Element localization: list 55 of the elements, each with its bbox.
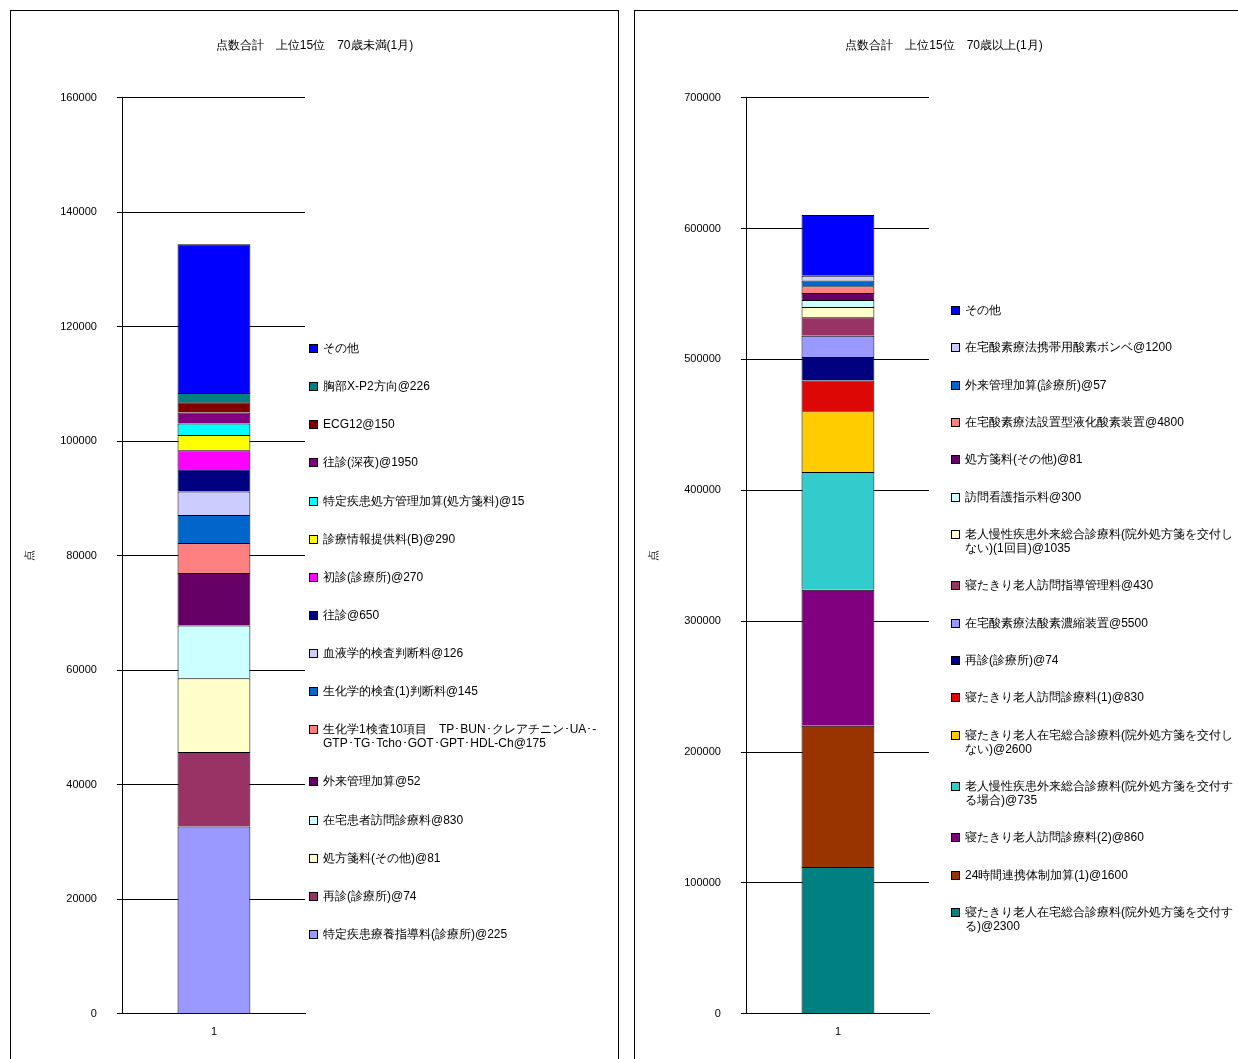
y-tick-label: 20000 <box>66 892 97 905</box>
y-axis-title: 点 <box>646 550 659 562</box>
x-tick-label: 1 <box>834 1025 842 1038</box>
y-tick-label: 60000 <box>66 663 97 676</box>
legend-label: 血液学的検査判断料@126 <box>323 646 464 660</box>
legend-label: 24時間連携体制加算(1)@1600 <box>965 867 1128 882</box>
y-tick-label: 140000 <box>60 205 97 218</box>
text: 点数合計 上位15位 70歳以上(1月) <box>844 37 1044 54</box>
legend-label: 在宅患者訪問診療料@830 <box>323 812 464 827</box>
legend-label: 生化学的検査(1)判断料@145 <box>323 684 478 699</box>
legend-label: 寝たきり老人訪問指導管理料@430 <box>965 578 1154 593</box>
y-tick-label: 0 <box>90 1006 97 1019</box>
legend-label: 寝たきり老人訪問診療料(1)@830 <box>965 690 1144 705</box>
legend-label: 往診(深夜)@1950 <box>323 455 418 470</box>
y-tick-label: 400000 <box>684 483 721 496</box>
y-axis-title: 点 <box>22 550 35 562</box>
legend-label: その他 <box>965 303 1001 317</box>
legend-label: 処方箋料(その他)@81 <box>323 850 441 865</box>
legend-label: 初診(診療所)@270 <box>323 569 424 584</box>
legend-label: 外来管理加算@52 <box>323 774 421 789</box>
text: 特定疾患療養指導料(診療所)@225 <box>323 926 508 941</box>
y-tick-label: 160000 <box>60 90 97 103</box>
legend-label: 訪問看護指示料@300 <box>965 489 1082 504</box>
legend-label: 胸部X-P2方向@226 <box>323 379 430 394</box>
legend-label: 寝たきり老人在宅総合診療料(院外処方箋を交付しない)@2600 <box>965 727 1234 756</box>
y-tick-label: 100000 <box>684 875 721 888</box>
legend-label: 生化学1検査10項目 TP･BUN･クレアチニン･UA･-GTP･TG･Tcho･GOT･GPT･HDL-Ch@175 <box>323 722 598 751</box>
legend-label: 診療情報提供料(B)@290 <box>323 531 456 546</box>
y-tick-label: 0 <box>714 1006 721 1019</box>
y-tick-label: 700000 <box>684 90 721 103</box>
x-tick-label: 1 <box>210 1025 218 1038</box>
y-tick-label: 120000 <box>60 319 97 332</box>
y-tick-label: 600000 <box>684 221 721 234</box>
legend-label: 老人慢性疾患外来総合診療料(院外処方箋を交付する場合)@735 <box>965 778 1234 807</box>
y-tick-label: 40000 <box>66 777 97 790</box>
legend-label: 外来管理加算(診療所)@57 <box>965 377 1107 392</box>
legend-label: 再診(診療所)@74 <box>965 652 1059 667</box>
legend-label: 再診(診療所)@74 <box>323 888 417 903</box>
legend-label: ECG12@150 <box>323 417 395 432</box>
legend-label: その他 <box>323 341 359 355</box>
y-tick-label: 80000 <box>66 548 97 561</box>
text: 寝たきり老人在宅総合診療料(院外処方箋を交付する)@2300 <box>965 904 1234 933</box>
y-tick-label: 300000 <box>684 614 721 627</box>
legend-label: 老人慢性疾患外来総合診療料(院外処方箋を交付しない)(1回目)@1035 <box>965 526 1234 555</box>
y-tick-label: 500000 <box>684 352 721 365</box>
legend-label: 処方箋料(その他)@81 <box>965 452 1083 467</box>
legend-label: 在宅酸素療法携帯用酸素ボンベ@1200 <box>965 340 1172 355</box>
legend-label: 往診@650 <box>323 607 380 622</box>
y-tick-label: 100000 <box>60 434 97 447</box>
legend-label: 寝たきり老人訪問診療料(2)@860 <box>965 830 1144 845</box>
legend-label: 在宅酸素療法酸素濃縮装置@5500 <box>965 615 1148 630</box>
legend-label: 在宅酸素療法設置型液化酸素装置@4800 <box>965 414 1184 429</box>
text: 点数合計 上位15位 70歳未満(1月) <box>214 37 415 54</box>
y-tick-label: 200000 <box>684 745 721 758</box>
legend-label: 特定疾患処方管理加算(処方箋料)@15 <box>323 493 525 508</box>
